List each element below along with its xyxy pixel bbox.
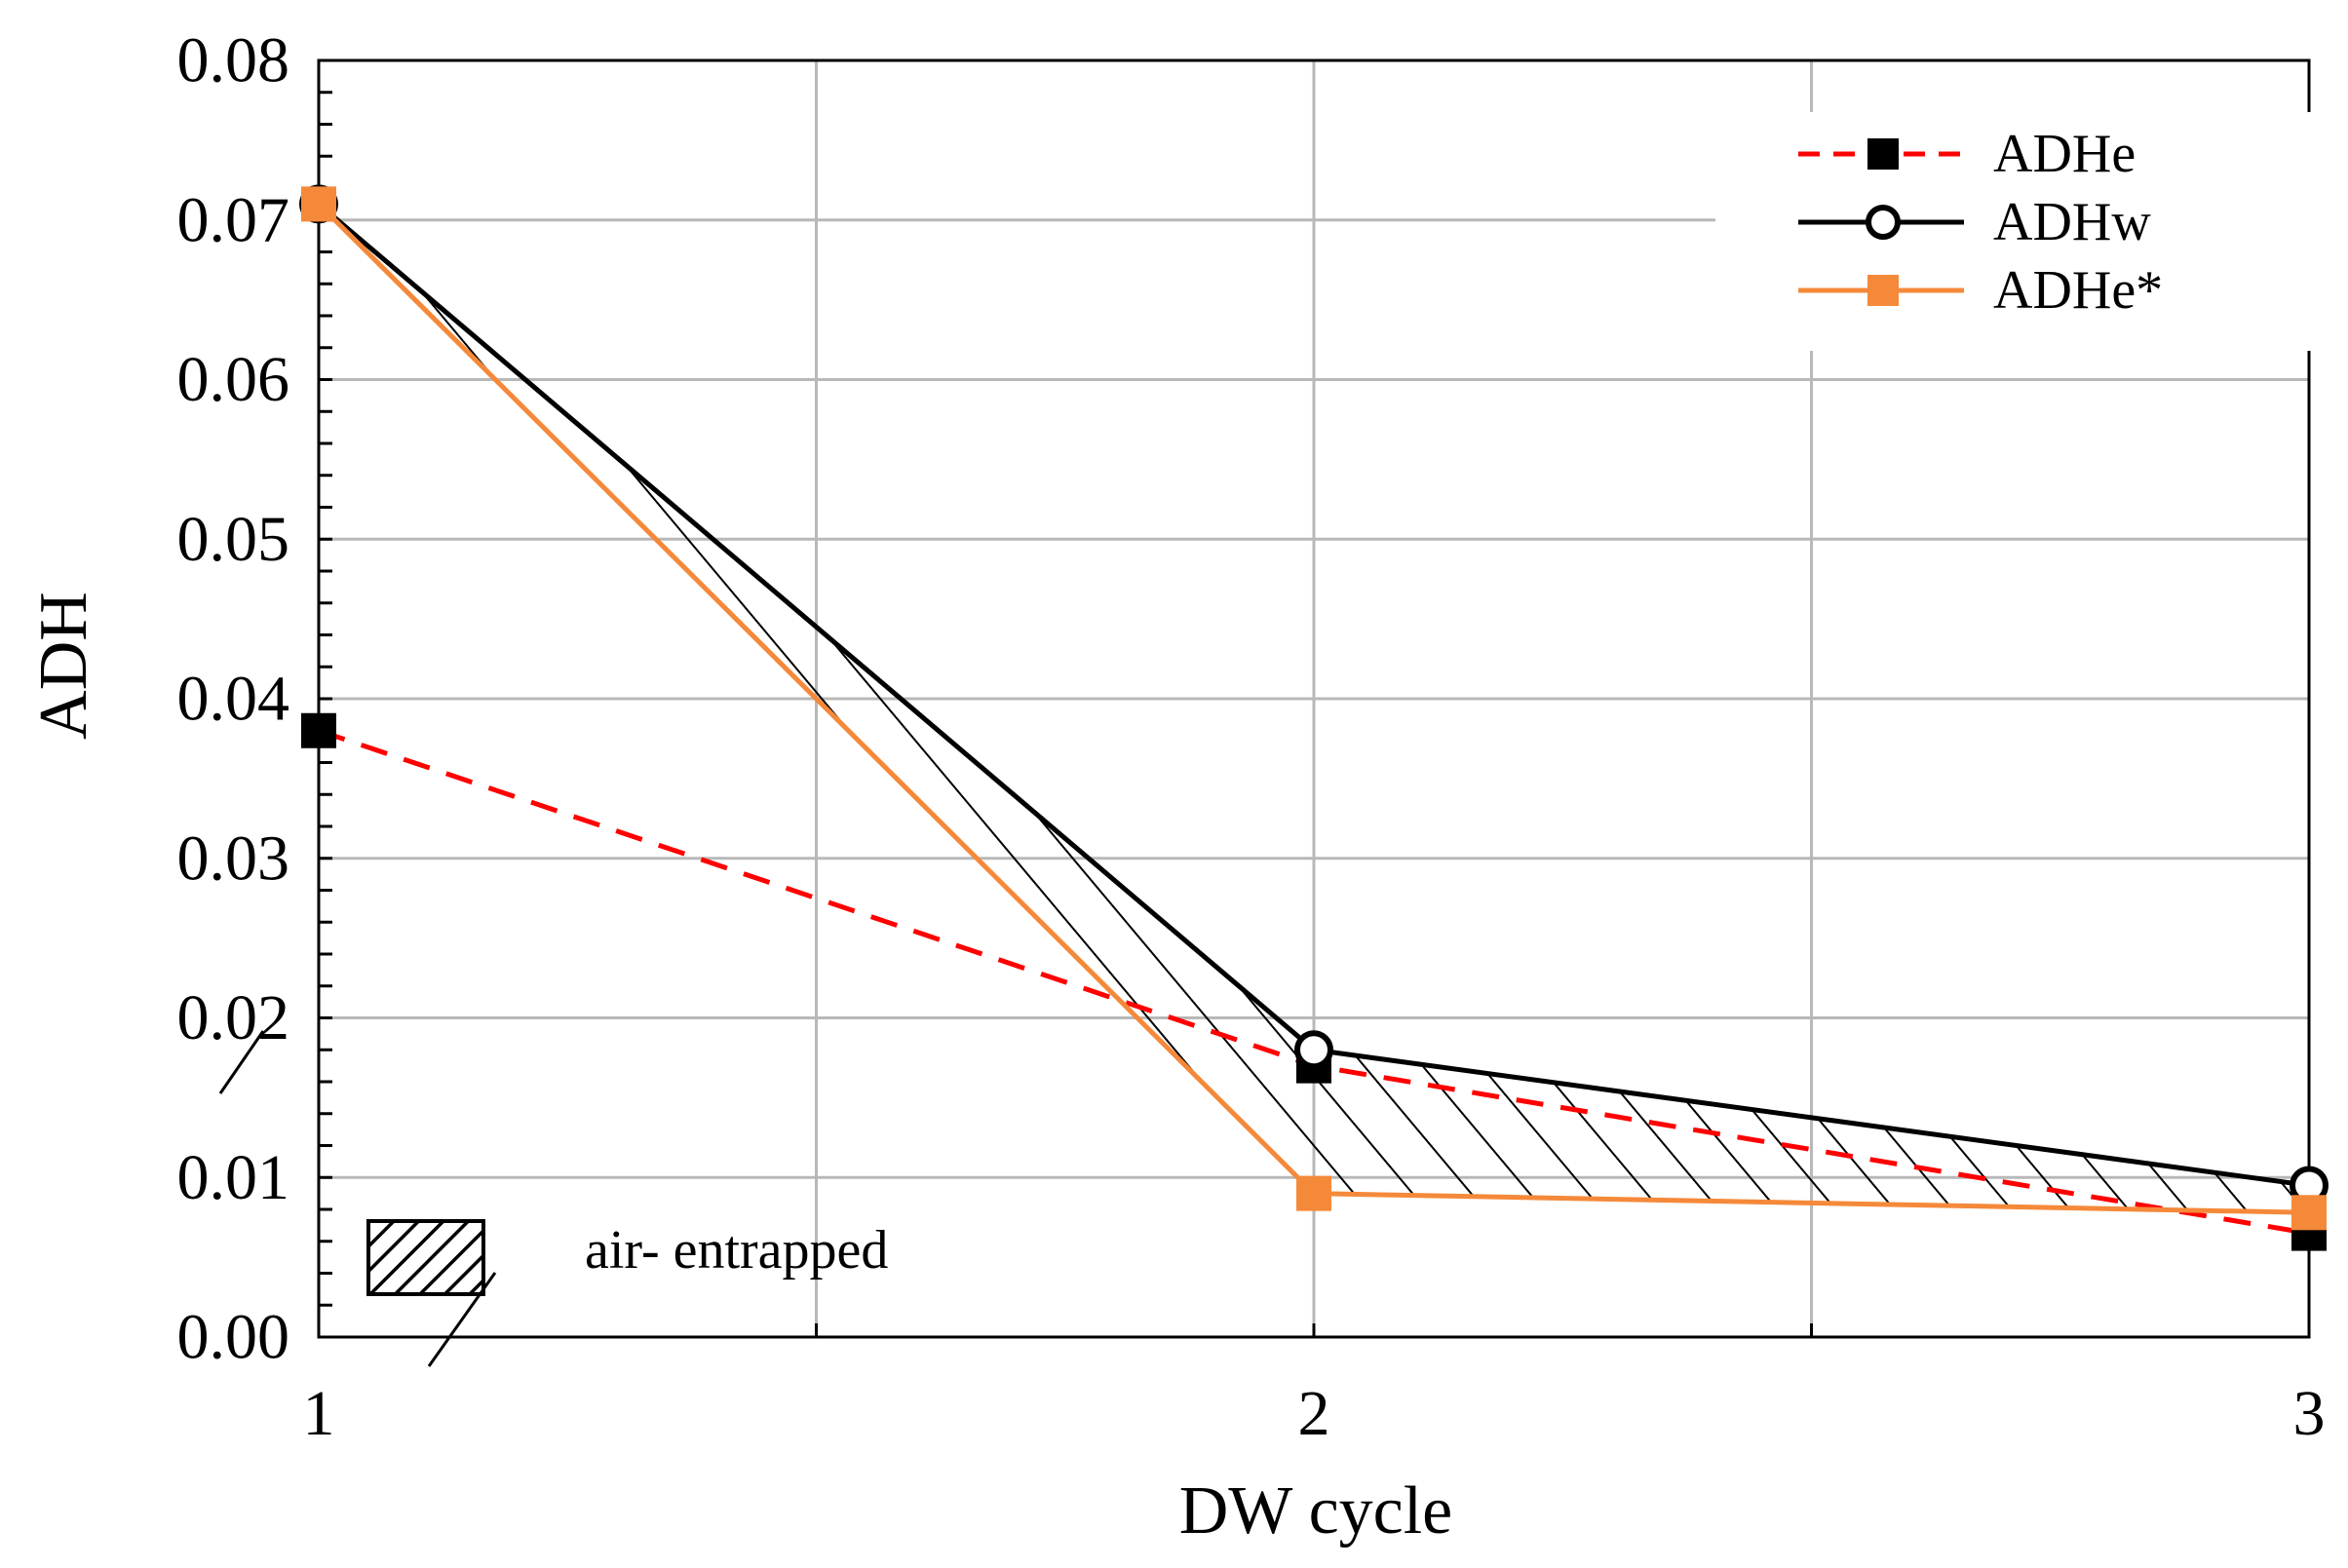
y-tick-label: 0.05 [177, 504, 290, 575]
y-axis-title: ADH [26, 592, 101, 740]
series-markers [299, 184, 2329, 1251]
axis-break-mark-upper [218, 1030, 265, 1094]
hatch-swatch [366, 1219, 485, 1296]
y-tick-label: 0.07 [177, 184, 290, 255]
y-tick-labels: 0.00 0.01 0.02 0.03 0.04 0.05 0.06 0.07 0.08 [177, 25, 290, 1373]
x-tick-label: 1 [303, 1378, 335, 1449]
y-tick-label: 0.06 [177, 344, 290, 415]
air-entrapped-annotation: air- entrapped [366, 1219, 888, 1296]
x-tick-label: 2 [1298, 1378, 1330, 1449]
legend-marker-adhw [1866, 205, 1901, 240]
marker-adhes [1296, 1175, 1331, 1211]
legend-label-adhw: ADHw [1993, 192, 2151, 252]
y-tick-label: 0.02 [177, 982, 290, 1053]
marker-adhe [301, 712, 336, 748]
marker-adhes [301, 186, 336, 222]
x-tick-label: 3 [2293, 1378, 2326, 1449]
x-tick-labels: 1 2 3 [303, 1378, 2326, 1449]
marker-adhes [2291, 1195, 2327, 1231]
air-entrapped-label: air- entrapped [585, 1220, 888, 1281]
x-axis-title: DW cycle [1179, 1473, 1453, 1549]
marker-adhw [1294, 1030, 1333, 1070]
y-tick-label: 0.00 [177, 1302, 290, 1373]
legend-label-adhes: ADHe* [1993, 260, 2163, 321]
y-tick-label: 0.01 [177, 1142, 290, 1213]
legend: ADHe ADHw ADHe* [1715, 112, 2329, 351]
y-tick-label: 0.03 [177, 822, 290, 894]
legend-label-adhe: ADHe [1993, 124, 2136, 184]
y-tick-label: 0.08 [177, 25, 290, 96]
legend-marker-adhe [1867, 138, 1899, 170]
y-tick-label: 0.04 [177, 664, 290, 735]
legend-marker-adhes [1867, 275, 1899, 306]
